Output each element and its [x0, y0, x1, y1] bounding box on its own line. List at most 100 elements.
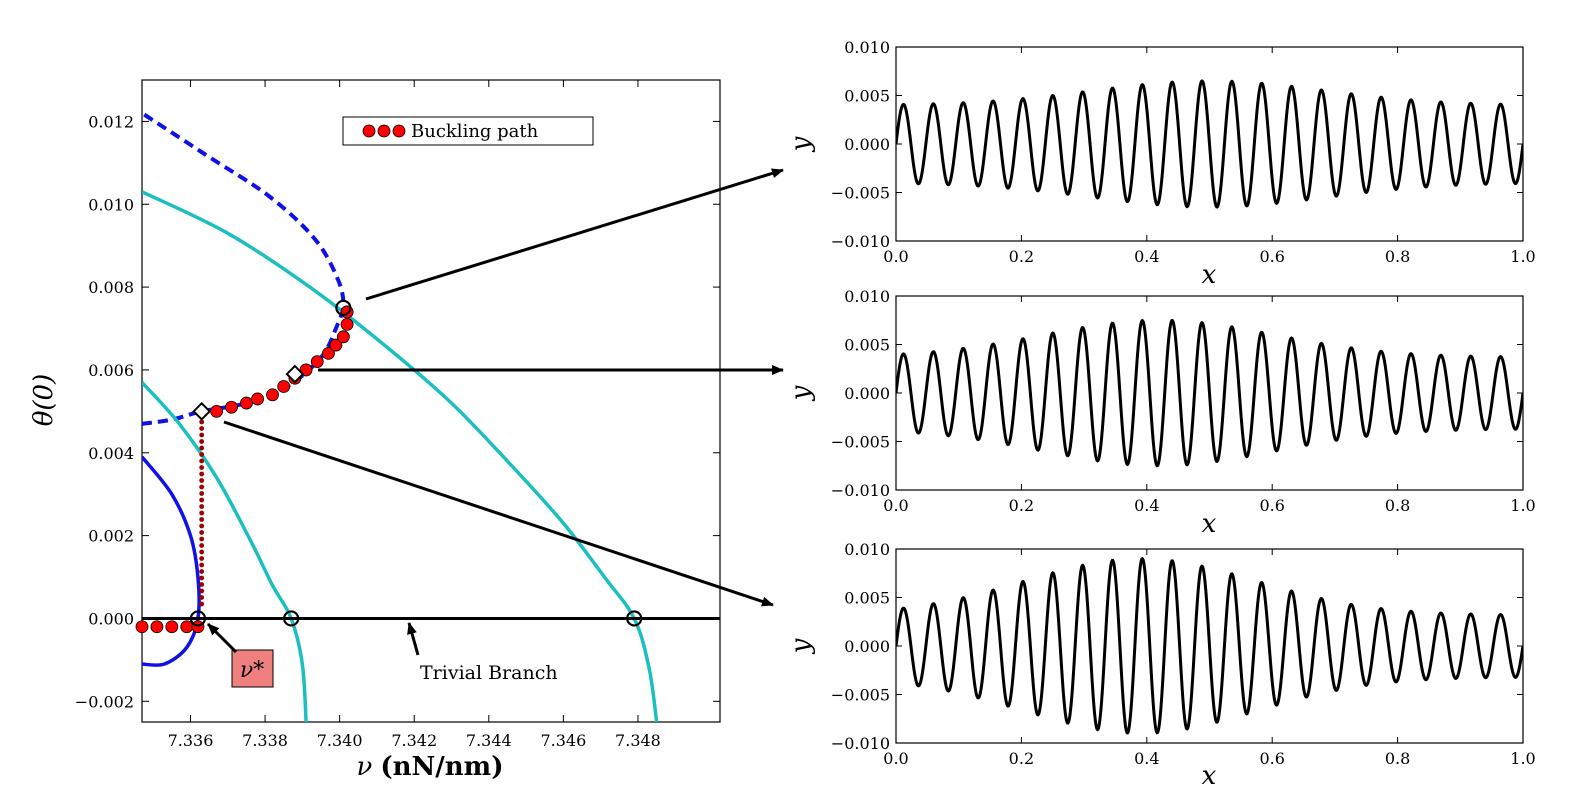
buckling-path-dot [199, 530, 205, 535]
buckling-path-dot [199, 510, 205, 516]
x-tick-label: 0.0 [883, 496, 908, 515]
buckling-path-dot [199, 445, 205, 451]
x-tick-label: 0.2 [1009, 247, 1034, 266]
buckling-path-point [135, 620, 149, 634]
buckling-path-dot [199, 536, 205, 542]
legend-marker [392, 124, 406, 138]
side-plot-ticks: 0.0 0.2 0.4 0.6 0.8 1.0 −0.010 −0.005 0.000 0.005… [831, 540, 1536, 768]
buckling-path-dot [199, 556, 205, 561]
trivial-branch-arrow [407, 622, 420, 656]
arrow-to-top-plot [365, 168, 784, 301]
mode-shape-curve [896, 79, 1523, 209]
x-tick-label: 0.0 [883, 247, 908, 266]
buckling-path-point [150, 620, 164, 634]
main-plot-curves [142, 111, 720, 722]
buckling-path-dot [199, 432, 205, 438]
buckling-path-point [165, 620, 179, 634]
buckling-path-dot [199, 582, 205, 587]
side-plot-xlabel: x [1202, 761, 1217, 791]
mode-shape-curve [896, 556, 1523, 735]
legend-marker [377, 124, 391, 138]
buckling-path-point [310, 355, 324, 369]
side-plot-ticks: 0.0 0.2 0.4 0.6 0.8 1.0 −0.010 −0.005 0.000 0.005… [831, 287, 1536, 515]
buckling-path-dot [199, 588, 205, 594]
trivial-branch-label: Trivial Branch [420, 662, 558, 684]
buckling-path-point [336, 330, 350, 344]
buckling-path-dot [199, 478, 205, 483]
stable-branch-curve [142, 455, 201, 667]
buckling-path-dot [199, 426, 205, 431]
buckling-path-dot [199, 595, 205, 600]
buckling-path-point [225, 400, 238, 414]
x-tick-label: 7.336 [168, 731, 214, 750]
buckling-path-point [191, 620, 205, 634]
side-plot-xlabel: x [1202, 260, 1217, 290]
buckling-path-dot [199, 439, 205, 444]
buckling-path-point [329, 338, 343, 352]
buckling-path-dot [199, 569, 205, 574]
buckling-path-dot [199, 504, 205, 509]
x-tick-label: 0.2 [1009, 749, 1034, 768]
mode-shape-curve [896, 318, 1523, 468]
x-tick-label: 7.346 [540, 731, 586, 750]
buckling-path-point [210, 404, 223, 418]
x-tick-label: 7.338 [242, 731, 288, 750]
y-tick-label: −0.002 [75, 692, 134, 711]
buckling-path-dot [199, 491, 205, 496]
x-tick-label: 1.0 [1510, 496, 1535, 515]
y-tick-label: 0.010 [844, 38, 890, 57]
nu-star-arrow [206, 622, 238, 654]
x-tick-label: 0.8 [1385, 496, 1410, 515]
y-tick-label: −0.010 [831, 232, 890, 251]
cyan-branch-curve [142, 190, 659, 722]
buckling-path-point [240, 396, 253, 410]
side-plot-ylabel: y [786, 638, 816, 654]
buckling-path-dot [199, 562, 205, 568]
y-tick-label: 0.000 [844, 384, 890, 403]
side-plot-ylabel: y [786, 385, 816, 401]
nu-star-label: ν* [240, 658, 264, 683]
x-tick-label: 0.6 [1259, 749, 1284, 768]
buckling-path-dot [199, 517, 205, 522]
main-plot: 7.336 7.338 7.340 7.342 7.344 7.346 7.348 −0.00… [29, 79, 721, 782]
y-tick-label: 0.005 [844, 87, 890, 106]
buckling-path-dot [199, 601, 205, 607]
buckling-path-point [322, 346, 335, 360]
buckling-path-dot [199, 497, 205, 503]
y-tick-label: 0.010 [844, 287, 890, 306]
y-tick-label: −0.005 [831, 433, 890, 452]
selected-state-marker [285, 364, 305, 384]
y-tick-label: 0.012 [88, 112, 134, 131]
bifurcation-point-marker [626, 610, 643, 627]
bifurcation-point-marker [283, 610, 300, 627]
x-tick-label: 1.0 [1510, 749, 1535, 768]
buckling-path-point [340, 317, 354, 331]
buckling-path-point [251, 392, 265, 406]
x-tick-label: 0.8 [1385, 247, 1410, 266]
x-tick-label: 0.4 [1134, 496, 1159, 515]
x-tick-label: 0.4 [1134, 247, 1159, 266]
arrow-to-bottom-plot [223, 420, 774, 607]
x-tick-label: 0.2 [1009, 496, 1034, 515]
bifurcation-point-marker [335, 299, 352, 316]
buckling-path-dot [199, 458, 205, 464]
buckling-path-dot [199, 549, 205, 555]
buckling-path-dot [199, 465, 205, 470]
y-tick-label: −0.005 [831, 686, 890, 705]
buckling-path-dot [199, 575, 205, 581]
x-tick-label: 7.348 [615, 731, 661, 750]
buckling-path-point [277, 380, 291, 393]
y-tick-label: 0.008 [88, 278, 134, 297]
y-tick-label: −0.010 [831, 481, 890, 500]
bifurcation-point-marker [189, 610, 207, 627]
legend-label: Buckling path [411, 121, 539, 142]
unstable-branch-curve [142, 111, 346, 426]
buckling-path-dot [199, 523, 205, 529]
side-plot-ylabel: y [786, 136, 816, 152]
legend: Buckling path [342, 116, 594, 146]
legend-marker [362, 124, 376, 138]
y-tick-label: 0.005 [844, 589, 890, 608]
y-tick-label: 0.010 [88, 195, 134, 214]
main-xlabel: ν (nN/nm) [357, 752, 504, 782]
